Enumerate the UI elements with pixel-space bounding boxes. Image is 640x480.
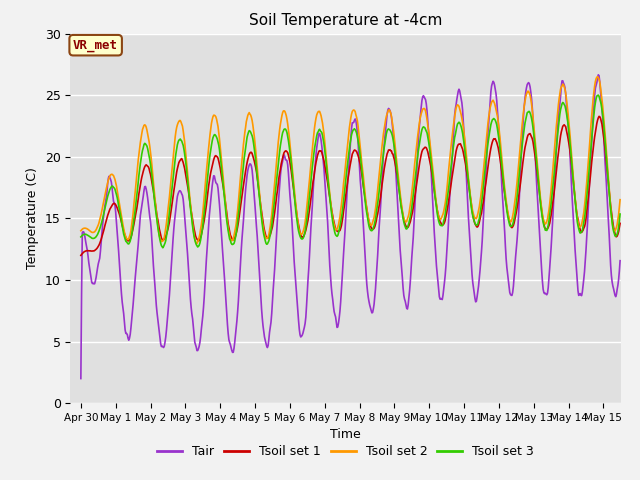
X-axis label: Time: Time xyxy=(330,429,361,442)
Tsoil set 1 xyxy=(328,205,335,211)
Tsoil set 3 xyxy=(328,214,336,219)
Tsoil set 1 xyxy=(77,252,84,258)
Tsoil set 1 xyxy=(616,220,624,226)
Tsoil set 2 xyxy=(77,228,84,234)
Tsoil set 3 xyxy=(477,201,485,206)
Tsoil set 2 xyxy=(465,175,472,181)
Legend: Tair, Tsoil set 1, Tsoil set 2, Tsoil set 3: Tair, Tsoil set 1, Tsoil set 2, Tsoil se… xyxy=(152,441,540,464)
Tsoil set 2 xyxy=(328,210,336,216)
Tsoil set 3 xyxy=(616,211,624,217)
Tair xyxy=(616,258,624,264)
Tsoil set 2 xyxy=(477,188,485,193)
Tsoil set 3 xyxy=(308,171,316,177)
Tair xyxy=(464,200,472,206)
Tair xyxy=(595,72,602,78)
Tsoil set 2 xyxy=(152,210,160,216)
Tsoil set 3 xyxy=(152,214,160,219)
Text: VR_met: VR_met xyxy=(73,39,118,52)
Tsoil set 2 xyxy=(308,154,316,159)
Tair xyxy=(307,225,315,230)
Tsoil set 3 xyxy=(465,178,472,183)
Tair xyxy=(79,229,87,235)
Tsoil set 3 xyxy=(595,92,602,98)
Tsoil set 1 xyxy=(307,195,315,201)
Tsoil set 1 xyxy=(79,250,87,256)
Tsoil set 2 xyxy=(594,74,602,80)
Tsoil set 3 xyxy=(159,245,166,251)
Line: Tair: Tair xyxy=(81,75,620,379)
Tsoil set 3 xyxy=(77,234,84,240)
Line: Tsoil set 1: Tsoil set 1 xyxy=(81,116,620,255)
Tsoil set 2 xyxy=(79,226,87,231)
Tsoil set 1 xyxy=(595,113,603,119)
Tair xyxy=(77,376,84,382)
Tair xyxy=(152,302,160,308)
Tsoil set 1 xyxy=(464,175,472,181)
Tair xyxy=(328,283,335,289)
Tsoil set 2 xyxy=(193,240,201,246)
Tsoil set 1 xyxy=(477,213,484,218)
Line: Tsoil set 2: Tsoil set 2 xyxy=(81,77,620,243)
Tsoil set 3 xyxy=(79,232,87,238)
Tsoil set 1 xyxy=(152,208,160,214)
Tair xyxy=(477,259,484,264)
Title: Soil Temperature at -4cm: Soil Temperature at -4cm xyxy=(249,13,442,28)
Y-axis label: Temperature (C): Temperature (C) xyxy=(26,168,39,269)
Line: Tsoil set 3: Tsoil set 3 xyxy=(81,95,620,248)
Tsoil set 2 xyxy=(616,197,624,203)
